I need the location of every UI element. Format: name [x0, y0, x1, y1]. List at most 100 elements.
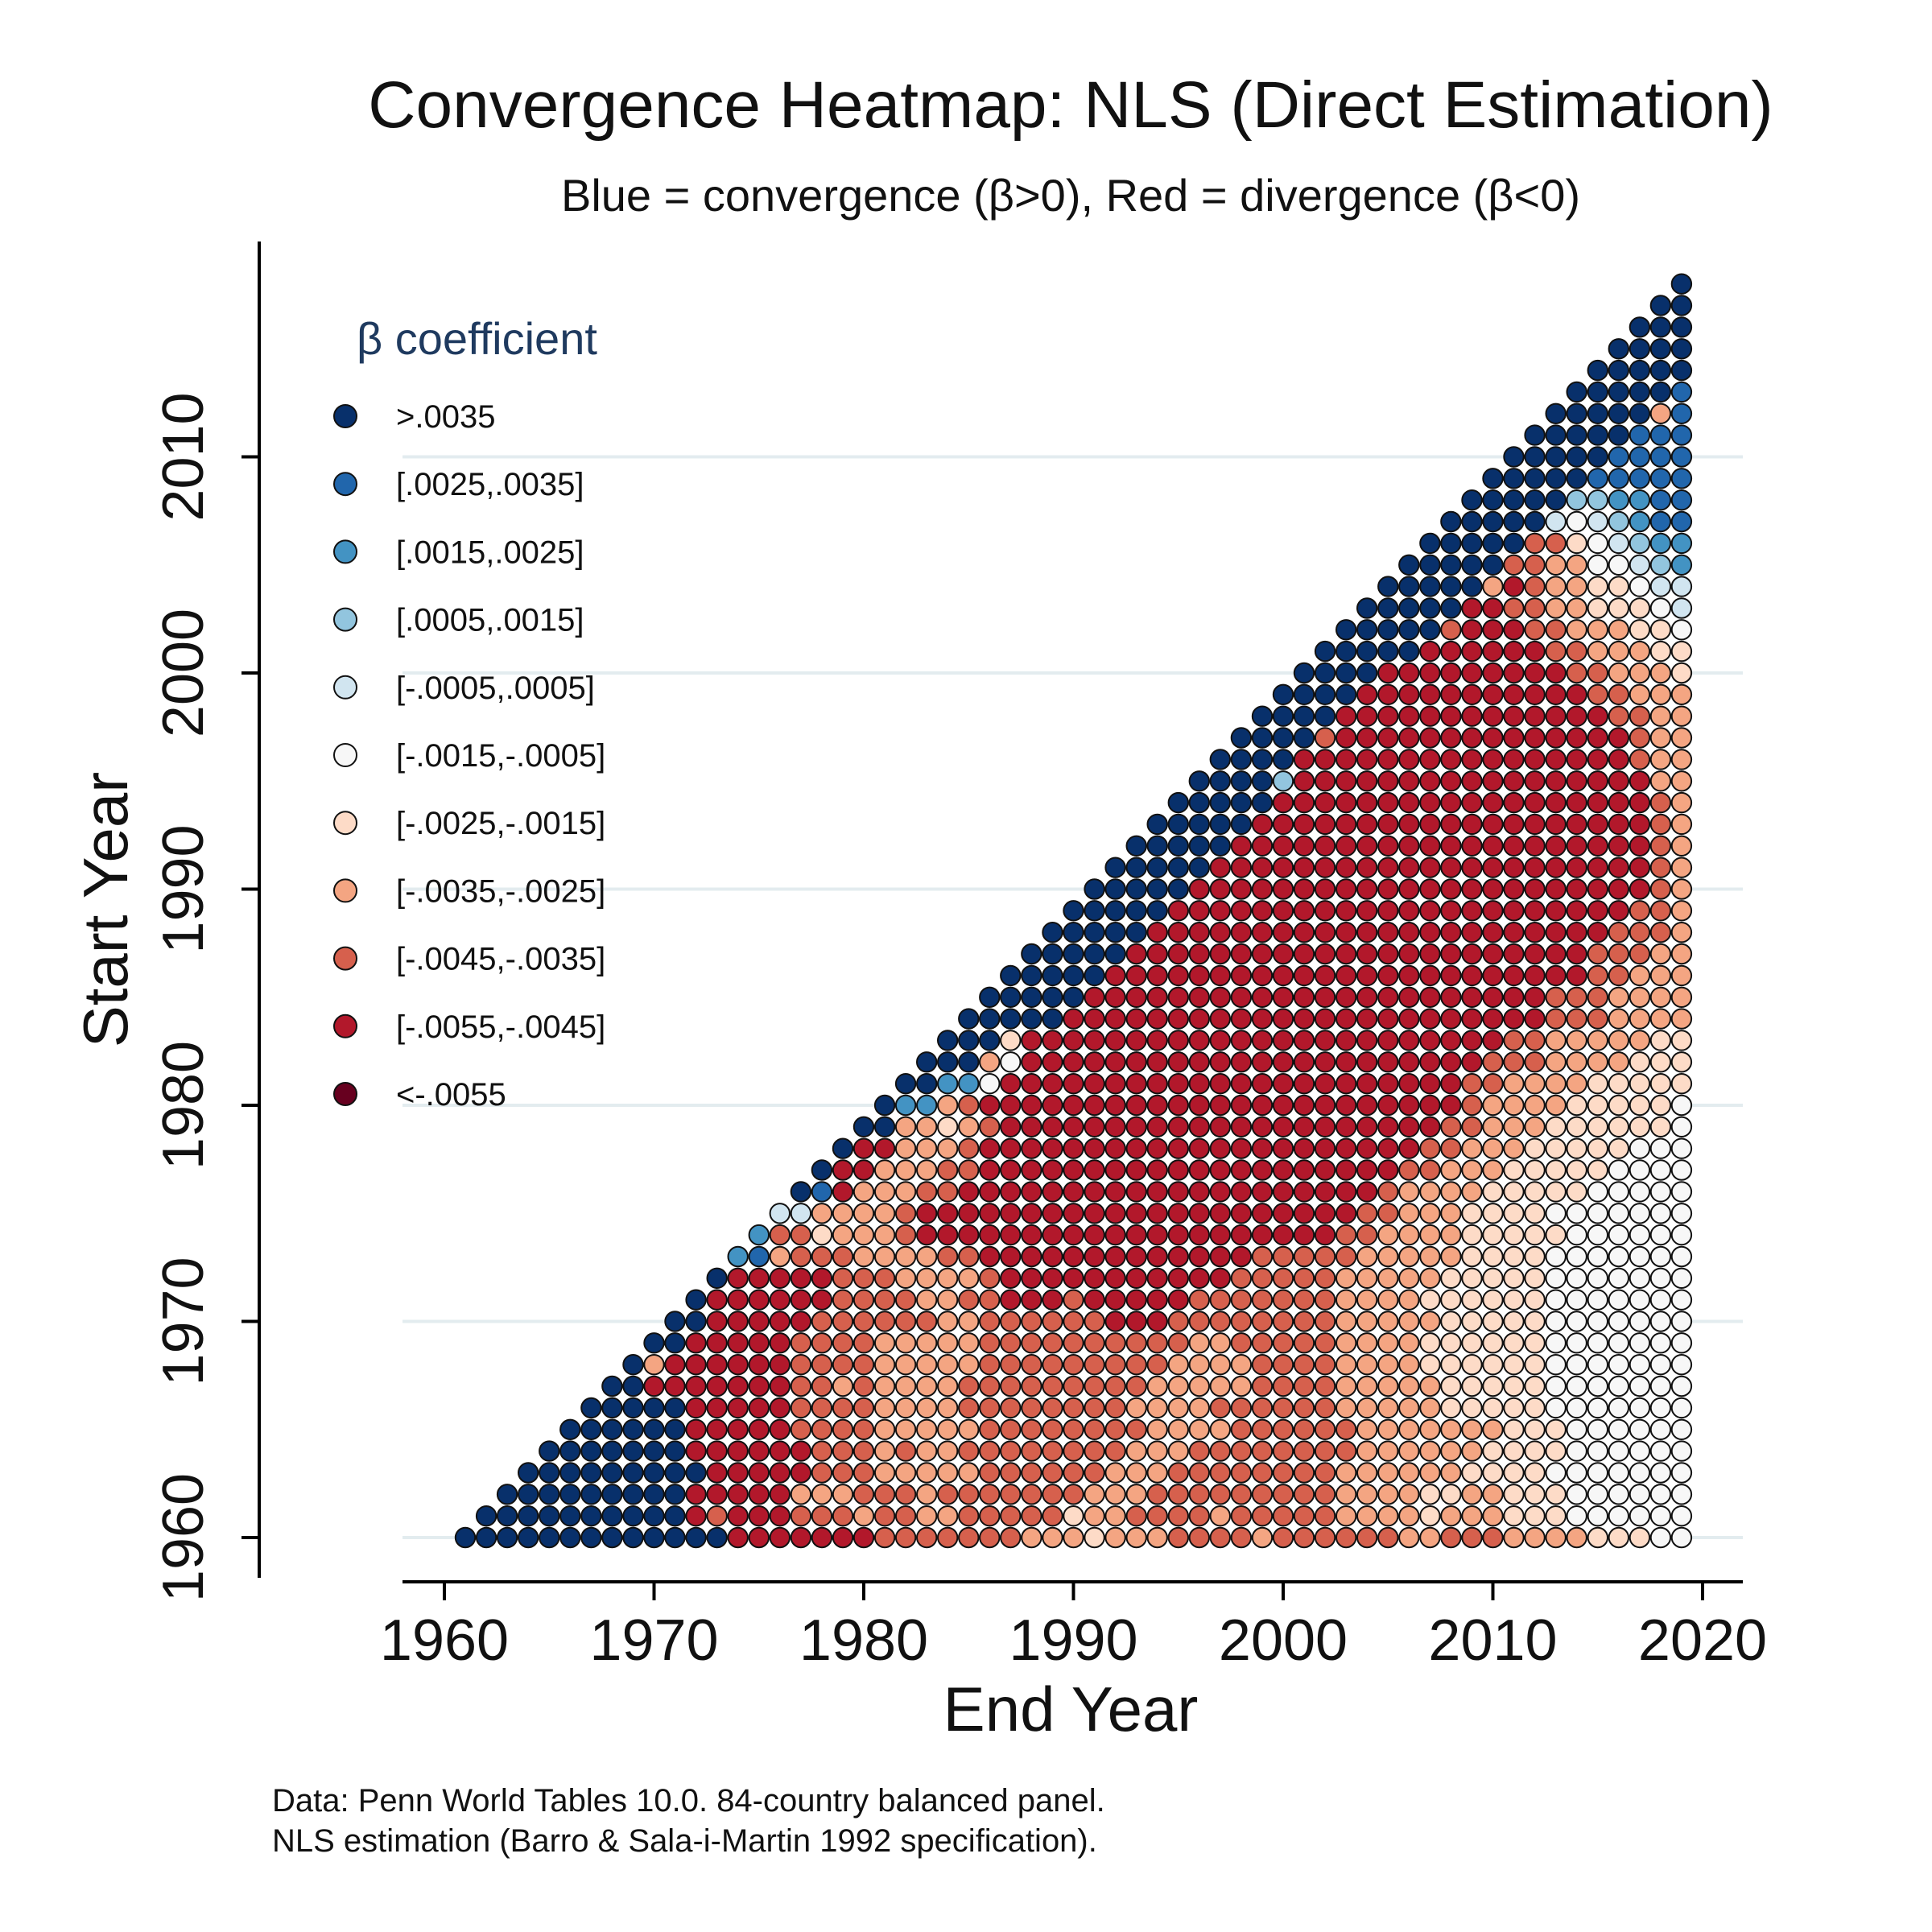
cell-1991-2012	[1524, 857, 1546, 878]
cell-1966-2011	[1503, 1397, 1525, 1419]
cell-1960-2012	[1524, 1526, 1546, 1549]
cell-2007-2015	[1587, 510, 1609, 533]
cell-1970-2009	[1461, 1311, 1483, 1332]
cell-1963-1992	[1104, 1462, 1126, 1484]
cell-1974-1976	[769, 1224, 791, 1246]
cell-2000-2015	[1587, 662, 1609, 684]
cell-1969-1970	[643, 1332, 665, 1354]
cell-1988-1991	[1084, 922, 1105, 943]
cell-1992-2010	[1482, 835, 1504, 857]
cell-1983-2018	[1649, 1030, 1672, 1051]
cell-1971-1997	[1209, 1289, 1232, 1311]
cell-1961-1975	[748, 1505, 770, 1527]
cell-1973-2004	[1356, 1245, 1378, 1268]
cell-1961-1965	[539, 1505, 560, 1527]
cell-1985-2003	[1335, 986, 1357, 1009]
cell-1972-2011	[1503, 1267, 1525, 1290]
cell-1982-2012	[1524, 1051, 1546, 1073]
cell-1975-2006	[1398, 1203, 1420, 1224]
cell-1992-1997	[1209, 835, 1232, 857]
cell-1979-2018	[1649, 1116, 1672, 1138]
cell-1962-1972	[685, 1484, 707, 1505]
cell-1979-1982	[894, 1116, 917, 1138]
cell-1969-2007	[1419, 1332, 1441, 1354]
cell-1970-1986	[979, 1311, 1001, 1332]
cell-1970-1974	[727, 1311, 749, 1332]
cell-1974-2005	[1377, 1224, 1399, 1246]
cell-2007-2009	[1461, 510, 1483, 533]
cell-1961-2012	[1524, 1505, 1546, 1527]
cell-1998-2005	[1377, 705, 1399, 727]
cell-2007-2013	[1545, 510, 1567, 533]
cell-2000-2006	[1398, 662, 1420, 684]
cell-2009-2014	[1566, 468, 1587, 489]
cell-1960-1969	[622, 1526, 644, 1549]
cell-1972-1992	[1104, 1267, 1126, 1290]
cell-1962-1995	[1167, 1484, 1190, 1505]
cell-1960-1983	[916, 1526, 938, 1549]
cell-1971-1999	[1251, 1289, 1274, 1311]
cell-1989-2010	[1482, 900, 1504, 922]
cell-1987-1997	[1209, 943, 1232, 965]
cell-1978-1985	[958, 1137, 980, 1159]
cell-1976-2019	[1670, 1181, 1693, 1203]
cell-1990-2000	[1272, 878, 1294, 900]
cell-2017-2019	[1670, 295, 1693, 316]
cell-1963-1971	[664, 1462, 686, 1484]
cell-1978-2013	[1545, 1137, 1567, 1159]
cell-1973-1976	[769, 1245, 791, 1268]
cell-1968-1976	[769, 1354, 791, 1376]
cell-2004-2015	[1587, 576, 1609, 597]
cell-1960-1988	[1021, 1526, 1042, 1549]
cell-1996-2014	[1566, 749, 1587, 770]
cell-2007-2017	[1629, 510, 1651, 533]
cell-1962-2018	[1649, 1484, 1672, 1505]
cell-2007-2011	[1503, 510, 1525, 533]
cell-1979-1997	[1209, 1116, 1232, 1138]
cell-1998-2013	[1545, 705, 1567, 727]
cell-1966-1987	[1000, 1397, 1022, 1419]
cell-1993-2002	[1314, 813, 1336, 836]
cell-1990-2007	[1419, 878, 1441, 900]
cell-1968-2018	[1649, 1354, 1672, 1376]
cell-1970-1977	[790, 1311, 812, 1332]
cell-1966-1973	[706, 1397, 728, 1419]
cell-1964-1987	[1000, 1440, 1022, 1462]
cell-1989-1992	[1104, 900, 1126, 922]
cell-2003-2016	[1608, 597, 1630, 619]
cell-1997-2010	[1482, 727, 1504, 749]
cell-1983-2016	[1608, 1030, 1630, 1051]
legend-label-10: <-.0055	[396, 1077, 506, 1113]
cell-1981-2004	[1356, 1073, 1378, 1095]
cell-1961-1998	[1230, 1505, 1253, 1527]
cell-1991-2019	[1670, 857, 1693, 878]
cell-1974-1996	[1188, 1224, 1211, 1246]
cell-1972-2007	[1419, 1267, 1441, 1290]
cell-1985-1994	[1146, 986, 1168, 1009]
cell-2001-2005	[1377, 640, 1399, 663]
cell-1970-1993	[1125, 1311, 1147, 1332]
cell-1974-1999	[1251, 1224, 1274, 1246]
cell-1991-2014	[1566, 857, 1587, 878]
cell-1965-1987	[1000, 1418, 1022, 1441]
cell-1976-1997	[1209, 1181, 1232, 1203]
cell-1965-1971	[664, 1418, 686, 1441]
cell-1986-1991	[1084, 964, 1105, 987]
cell-1998-2004	[1356, 705, 1378, 727]
cell-1976-2003	[1335, 1181, 1357, 1203]
cell-1996-1997	[1209, 749, 1232, 770]
cell-1980-2019	[1670, 1094, 1693, 1117]
cell-1987-1994	[1146, 943, 1168, 965]
cell-1999-2001	[1293, 683, 1315, 705]
cell-1972-2015	[1587, 1267, 1609, 1290]
cell-1980-1989	[1042, 1094, 1063, 1117]
cell-1990-2018	[1649, 878, 1672, 900]
cell-1977-2003	[1335, 1159, 1357, 1181]
legend-label-5: [-.0015,-.0005]	[396, 738, 605, 774]
cell-1967-1992	[1104, 1375, 1126, 1397]
cell-1983-1986	[979, 1030, 1001, 1051]
cell-1996-2016	[1608, 749, 1630, 770]
cell-1991-1998	[1230, 857, 1253, 878]
cell-1995-2010	[1482, 770, 1504, 792]
cell-1983-2010	[1482, 1030, 1504, 1051]
